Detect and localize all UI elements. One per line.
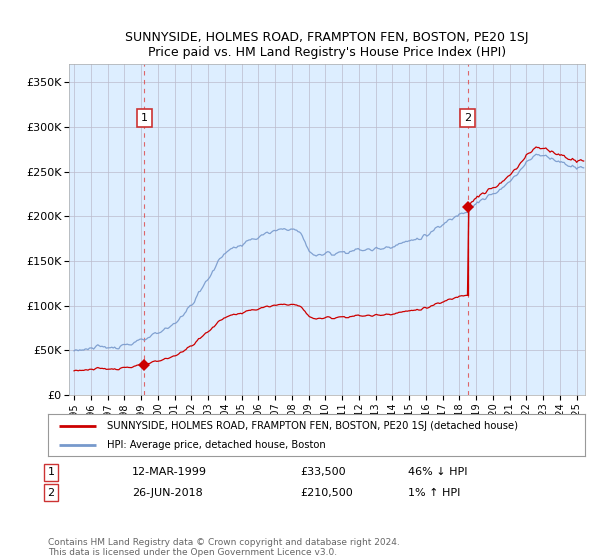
Text: 1% ↑ HPI: 1% ↑ HPI	[408, 488, 460, 498]
Text: 2: 2	[47, 488, 55, 498]
Text: 2: 2	[464, 113, 471, 123]
Text: SUNNYSIDE, HOLMES ROAD, FRAMPTON FEN, BOSTON, PE20 1SJ (detached house): SUNNYSIDE, HOLMES ROAD, FRAMPTON FEN, BO…	[107, 421, 518, 431]
Text: 12-MAR-1999: 12-MAR-1999	[132, 467, 207, 477]
Text: £33,500: £33,500	[300, 467, 346, 477]
Text: 46% ↓ HPI: 46% ↓ HPI	[408, 467, 467, 477]
Text: HPI: Average price, detached house, Boston: HPI: Average price, detached house, Bost…	[107, 440, 326, 450]
Text: 1: 1	[141, 113, 148, 123]
Text: 26-JUN-2018: 26-JUN-2018	[132, 488, 203, 498]
Text: £210,500: £210,500	[300, 488, 353, 498]
Text: 1: 1	[47, 467, 55, 477]
Text: Contains HM Land Registry data © Crown copyright and database right 2024.
This d: Contains HM Land Registry data © Crown c…	[48, 538, 400, 557]
Title: SUNNYSIDE, HOLMES ROAD, FRAMPTON FEN, BOSTON, PE20 1SJ
Price paid vs. HM Land Re: SUNNYSIDE, HOLMES ROAD, FRAMPTON FEN, BO…	[125, 31, 529, 59]
